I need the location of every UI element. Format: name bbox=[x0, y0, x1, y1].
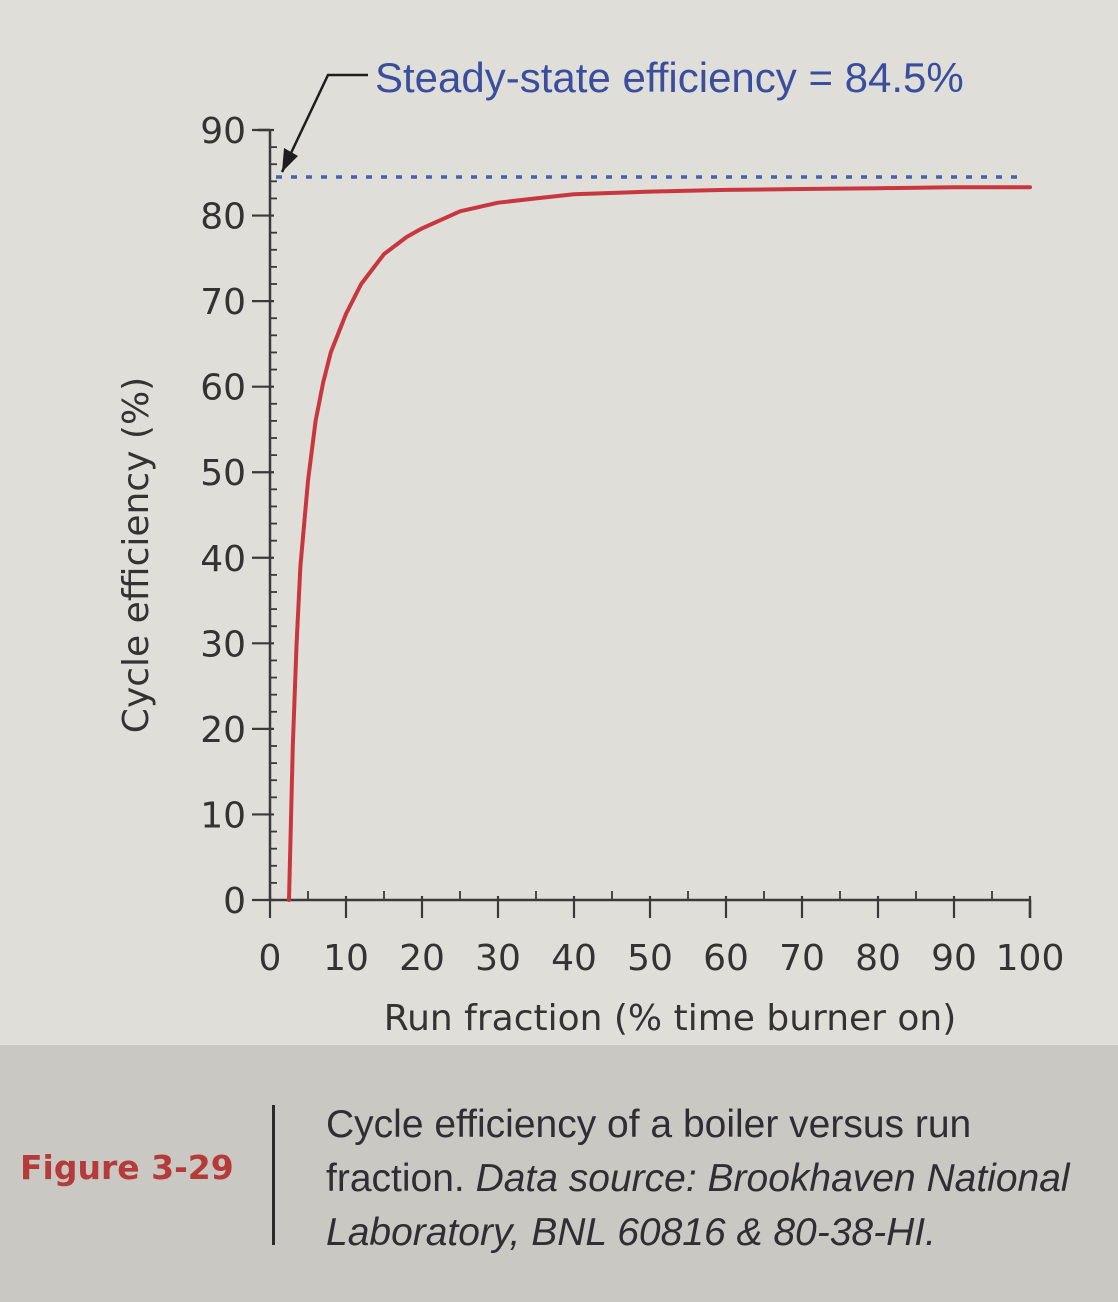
x-tick-label: 30 bbox=[475, 938, 521, 979]
x-tick-label: 10 bbox=[323, 938, 369, 979]
x-tick-label: 100 bbox=[996, 938, 1065, 979]
y-tick-label: 80 bbox=[200, 197, 246, 238]
y-tick-label: 30 bbox=[200, 624, 246, 665]
x-tick-label: 0 bbox=[259, 938, 282, 979]
x-axis-title: Run fraction (% time burner on) bbox=[384, 998, 957, 1039]
y-tick-label: 10 bbox=[200, 795, 246, 836]
y-tick-label: 20 bbox=[200, 710, 246, 751]
y-tick-label: 0 bbox=[223, 881, 246, 922]
x-tick-label: 80 bbox=[855, 938, 901, 979]
figure-number: Figure 3-29 bbox=[20, 1148, 234, 1187]
caption-source: Data source: Brookhaven National Laborat… bbox=[326, 1157, 1070, 1254]
x-tick-label: 50 bbox=[627, 938, 673, 979]
x-tick-label: 70 bbox=[779, 938, 825, 979]
annotation-arrowhead bbox=[282, 148, 298, 173]
y-tick-label: 40 bbox=[200, 539, 246, 580]
efficiency-curve bbox=[287, 185, 1032, 902]
y-tick-label: 60 bbox=[200, 368, 246, 409]
x-tick-label: 20 bbox=[399, 938, 445, 979]
y-axis-title: Cycle efficiency (%) bbox=[116, 377, 157, 733]
efficiency-chart: 0 10 20 30 40 50 60 70 80 90 0 10 20 30 40 50 60 70 80 90 10… bbox=[116, 54, 1065, 1039]
x-tick-label: 90 bbox=[931, 938, 977, 979]
steady-state-label: Steady-state efficiency = 84.5% bbox=[375, 54, 964, 101]
y-tick-label: 50 bbox=[200, 453, 246, 494]
y-tick-label: 90 bbox=[200, 111, 246, 152]
caption-divider bbox=[272, 1105, 275, 1245]
x-tick-label: 40 bbox=[551, 938, 597, 979]
annotation-leader-line bbox=[280, 73, 368, 173]
plot-area: 0 10 20 30 40 50 60 70 80 90 0 10 20 30 40 50 60 70 80 90 10… bbox=[116, 54, 1065, 1039]
y-tick-label: 70 bbox=[200, 282, 246, 323]
x-tick-label: 60 bbox=[703, 938, 749, 979]
caption-band bbox=[0, 1045, 1118, 1302]
caption-description: Cycle efficiency of a boiler versus run … bbox=[326, 1103, 972, 1200]
caption-text: Cycle efficiency of a boiler versus run … bbox=[326, 1098, 1086, 1260]
